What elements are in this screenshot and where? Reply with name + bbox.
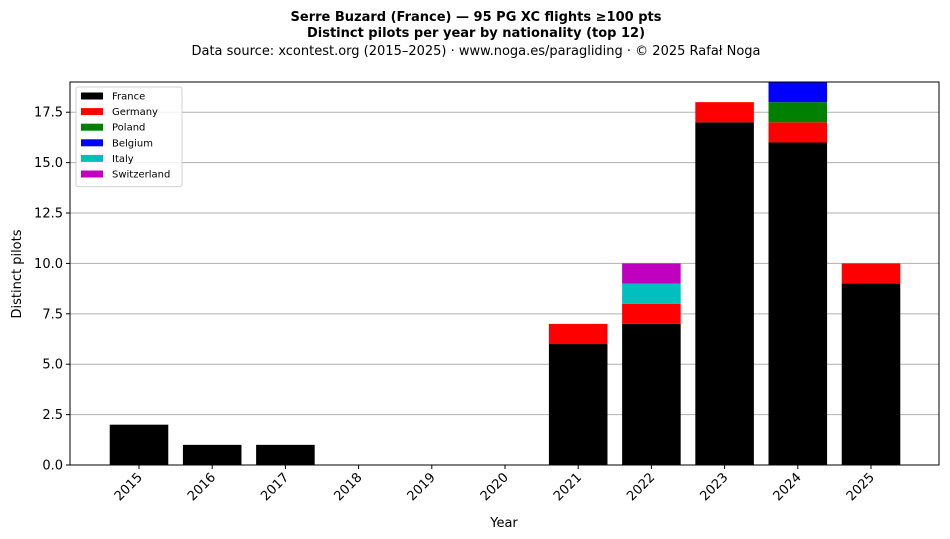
y-axis-ticks: 0.0 2.5 5.0 7.5 10.0 12.5 15.0 17.5 xyxy=(34,106,70,474)
chart-subtitle: Distinct pilots per year by nationality … xyxy=(307,26,645,41)
bar-2022-switzerland xyxy=(622,263,681,284)
bar-2021-germany xyxy=(548,323,608,345)
grid-lines xyxy=(70,111,939,416)
bar-2025-germany xyxy=(841,263,901,284)
y-tick-label: 2.5 xyxy=(42,408,63,423)
y-tick-label: 15.0 xyxy=(34,156,63,171)
legend-swatch xyxy=(81,139,103,147)
chart-source-note: Data source: xcontest.org (2015–2025) · … xyxy=(191,44,760,59)
bar-2023-france xyxy=(695,122,754,465)
y-tick-label: 10.0 xyxy=(34,257,63,272)
x-axis-ticks: 2015 2016 2017 2018 2019 2020 2021 2022 2023 2024… xyxy=(112,465,878,504)
legend-label: Italy xyxy=(112,154,134,165)
bar-2021-france xyxy=(548,344,608,465)
x-tick-label: 2022 xyxy=(624,470,658,504)
legend-label: France xyxy=(112,92,145,103)
legend-label: Poland xyxy=(112,123,145,134)
bar-2024-france xyxy=(768,142,828,465)
bars-group xyxy=(109,82,901,465)
y-tick-label: 17.5 xyxy=(34,106,63,121)
bar-2023-germany xyxy=(695,102,754,123)
x-tick-label: 2024 xyxy=(771,470,805,504)
bar-2024-germany xyxy=(768,122,828,143)
x-tick-label: 2015 xyxy=(112,470,146,504)
x-tick-label: 2016 xyxy=(185,470,219,504)
x-tick-label: 2019 xyxy=(405,470,439,504)
chart-title: Serre Buzard (France) — 95 PG XC flights… xyxy=(291,10,662,25)
legend: France Germany Poland Belgium Italy Switzerla… xyxy=(75,86,183,188)
bar-2024-poland xyxy=(768,102,828,123)
legend-label: Belgium xyxy=(112,138,153,149)
legend-label: Switzerland xyxy=(112,170,170,181)
bar-2025-france xyxy=(841,283,901,465)
x-tick-label: 2025 xyxy=(844,470,878,504)
legend-swatch xyxy=(81,154,103,162)
bar-2015-france xyxy=(109,424,169,465)
bar-2022-italy xyxy=(622,283,681,304)
y-tick-label: 12.5 xyxy=(34,207,63,222)
x-tick-label: 2020 xyxy=(478,470,512,504)
legend-label: Germany xyxy=(112,107,158,118)
x-tick-label: 2017 xyxy=(258,470,292,504)
legend-swatch xyxy=(81,170,103,178)
bar-2016-france xyxy=(182,444,242,465)
x-tick-label: 2021 xyxy=(551,470,585,504)
legend-swatch xyxy=(81,123,103,131)
x-tick-label: 2018 xyxy=(331,470,365,504)
bar-2017-france xyxy=(256,444,315,465)
x-axis-label: Year xyxy=(489,516,518,531)
legend-swatch xyxy=(81,92,103,100)
y-tick-label: 7.5 xyxy=(42,307,63,322)
x-tick-label: 2023 xyxy=(697,470,731,504)
bar-2022-germany xyxy=(622,303,681,324)
y-tick-label: 0.0 xyxy=(42,459,63,474)
y-tick-label: 5.0 xyxy=(42,358,63,373)
legend-swatch xyxy=(81,108,103,116)
y-axis-label: Distinct pilots xyxy=(10,229,25,318)
bar-2024-belgium xyxy=(768,82,828,103)
bar-2022-france xyxy=(622,323,681,465)
